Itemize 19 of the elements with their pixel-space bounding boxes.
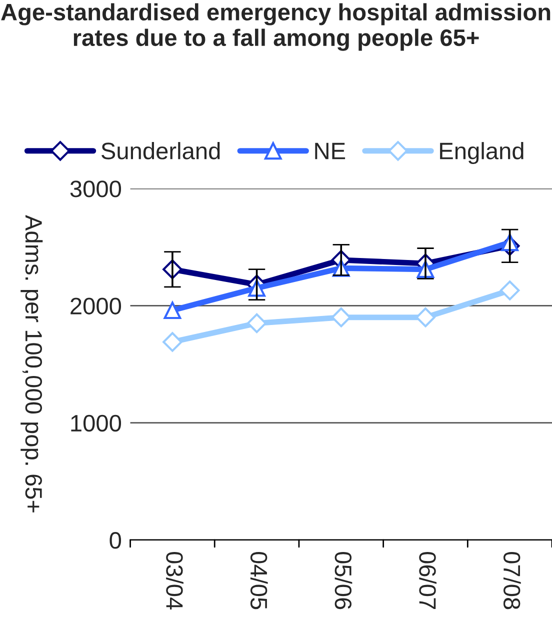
- x-tick-label: 05/06: [334, 552, 352, 610]
- y-axis-title: Adms. per 100,000 pop. 65+: [20, 214, 43, 512]
- chart-title: Age-standardised emergency hospital admission rates due to a fall among people 65+: [1, 3, 550, 51]
- y-tick-label: 3000: [70, 180, 122, 198]
- x-tick-label: 07/08: [503, 552, 521, 610]
- point: [500, 280, 520, 300]
- legend-label: England: [440, 142, 524, 164]
- x-tick-label: 06/07: [419, 552, 436, 609]
- point: [162, 332, 182, 352]
- legend-label: Sunderland: [101, 142, 220, 160]
- y-tick-label: 2000: [70, 298, 122, 314]
- x-tick-label: 03/04: [166, 552, 184, 610]
- y-tick-label: 0: [110, 532, 122, 549]
- point: [246, 313, 267, 334]
- point: [164, 302, 182, 320]
- y-tick-label: 1000: [71, 414, 122, 432]
- point: [416, 307, 436, 328]
- x-tick-label: 04/05: [250, 552, 268, 610]
- legend-label: NE: [315, 142, 346, 160]
